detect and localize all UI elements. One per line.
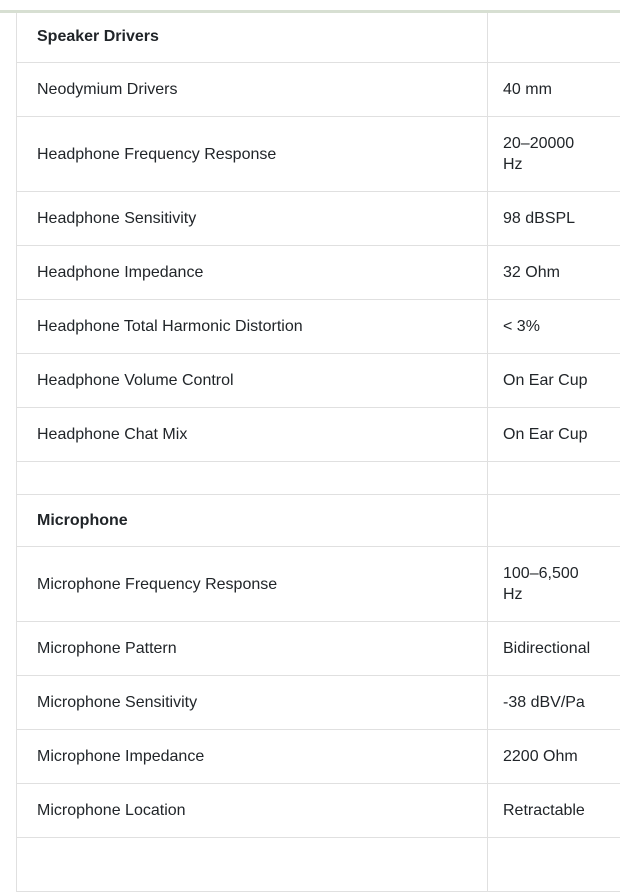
spec-value: 2200 Ohm bbox=[488, 730, 620, 784]
spec-value: 40 mm bbox=[488, 63, 620, 117]
specifications-table: Speaker Drivers Neodymium Drivers 40 mm … bbox=[16, 10, 620, 892]
spec-row: Headphone Sensitivity 98 dBSPL bbox=[17, 192, 620, 246]
spec-value: 20–20000 Hz bbox=[488, 117, 620, 192]
spec-label: Headphone Sensitivity bbox=[17, 192, 488, 246]
spec-row: Headphone Total Harmonic Distortion < 3% bbox=[17, 300, 620, 354]
spec-table-container: Speaker Drivers Neodymium Drivers 40 mm … bbox=[16, 10, 620, 892]
spec-row: Headphone Volume Control On Ear Cup bbox=[17, 354, 620, 408]
section-row-speaker-drivers: Speaker Drivers bbox=[17, 11, 620, 63]
spec-label: Headphone Impedance bbox=[17, 246, 488, 300]
next-row-clipped bbox=[17, 838, 620, 892]
spec-row: Microphone Frequency Response 100–6,500 … bbox=[17, 547, 620, 622]
spec-label: Microphone Frequency Response bbox=[17, 547, 488, 622]
spec-value: -38 dBV/Pa bbox=[488, 676, 620, 730]
spec-label: Headphone Frequency Response bbox=[17, 117, 488, 192]
spec-row: Microphone Pattern Bidirectional bbox=[17, 622, 620, 676]
spec-label: Microphone Pattern bbox=[17, 622, 488, 676]
spec-label: Microphone Impedance bbox=[17, 730, 488, 784]
spec-value: On Ear Cup bbox=[488, 408, 620, 462]
section-title: Microphone bbox=[17, 495, 488, 547]
spec-value: 100–6,500 Hz bbox=[488, 547, 620, 622]
spec-value bbox=[488, 838, 620, 892]
spec-value: 98 dBSPL bbox=[488, 192, 620, 246]
spec-row: Headphone Impedance 32 Ohm bbox=[17, 246, 620, 300]
spec-label: Neodymium Drivers bbox=[17, 63, 488, 117]
spec-row: Microphone Location Retractable bbox=[17, 784, 620, 838]
spec-value: < 3% bbox=[488, 300, 620, 354]
spec-label: Headphone Chat Mix bbox=[17, 408, 488, 462]
section-title: Speaker Drivers bbox=[17, 11, 488, 63]
spacer-cell bbox=[488, 462, 620, 495]
spec-value: Bidirectional bbox=[488, 622, 620, 676]
spacer-row bbox=[17, 462, 620, 495]
top-accent-strip bbox=[0, 10, 620, 13]
section-value-empty bbox=[488, 495, 620, 547]
spec-row: Headphone Frequency Response 20–20000 Hz bbox=[17, 117, 620, 192]
spec-value: Retractable bbox=[488, 784, 620, 838]
spec-label: Microphone Location bbox=[17, 784, 488, 838]
spacer-cell bbox=[17, 462, 488, 495]
spec-label: Headphone Total Harmonic Distortion bbox=[17, 300, 488, 354]
spec-row: Neodymium Drivers 40 mm bbox=[17, 63, 620, 117]
section-value-empty bbox=[488, 11, 620, 63]
spec-value: On Ear Cup bbox=[488, 354, 620, 408]
spec-row: Headphone Chat Mix On Ear Cup bbox=[17, 408, 620, 462]
section-row-microphone: Microphone bbox=[17, 495, 620, 547]
spec-row: Microphone Sensitivity -38 dBV/Pa bbox=[17, 676, 620, 730]
spec-label: Headphone Volume Control bbox=[17, 354, 488, 408]
spec-value: 32 Ohm bbox=[488, 246, 620, 300]
spec-label bbox=[17, 838, 488, 892]
spec-label: Microphone Sensitivity bbox=[17, 676, 488, 730]
spec-row: Microphone Impedance 2200 Ohm bbox=[17, 730, 620, 784]
